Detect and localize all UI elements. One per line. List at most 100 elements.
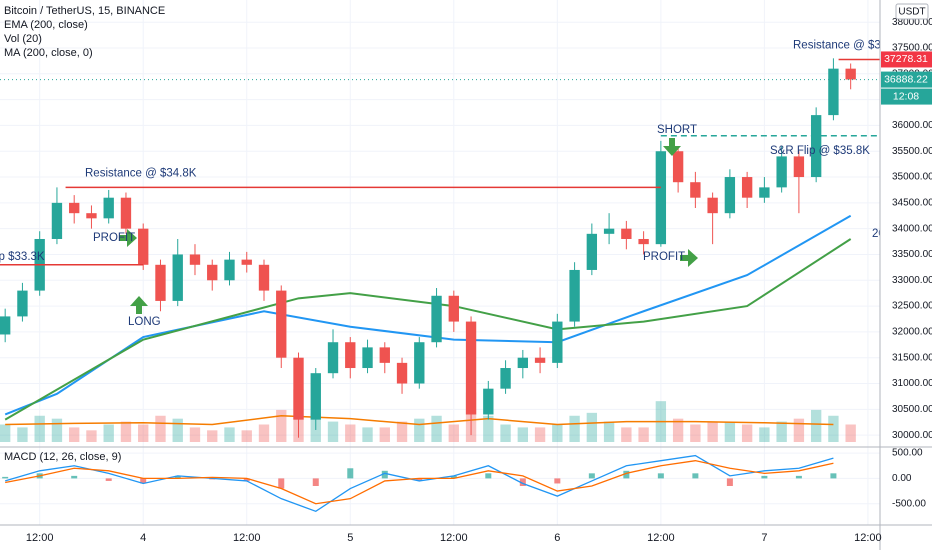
volume-bar <box>828 415 839 442</box>
candle-body <box>362 347 373 369</box>
candle-body <box>603 228 615 234</box>
volume-bar <box>672 418 684 442</box>
volume-bar <box>120 421 132 442</box>
candle-body <box>276 290 287 358</box>
candle-body <box>741 177 753 198</box>
y-tick-label: 37500.00 <box>892 43 932 54</box>
candle-body <box>138 228 149 265</box>
macd-histogram-bar <box>692 473 699 479</box>
y-tick-label: 38000.00 <box>892 17 932 28</box>
x-tick-label: 12:00 <box>233 532 261 544</box>
signal-label: LONG <box>128 316 161 328</box>
candle-body <box>103 197 114 219</box>
candle-body <box>431 295 442 343</box>
x-tick-label: 12:00 <box>647 532 675 544</box>
candle-body <box>241 259 252 265</box>
indicator-label: EMA (200, close) <box>4 19 88 31</box>
y-tick-label: 32500.00 <box>892 301 932 312</box>
volume-bar <box>776 421 787 442</box>
macd-histogram-bar <box>71 475 78 479</box>
candle-body <box>414 342 425 384</box>
candle-body <box>690 182 701 198</box>
candle-body <box>448 295 459 322</box>
volume-bar <box>690 424 701 442</box>
x-tick-label: 6 <box>554 532 560 544</box>
candle-body <box>534 357 546 363</box>
volume-bar <box>51 418 63 442</box>
axes: 12:00 4 12:00 5 12:00 6 12:00 7 12:00 30000.00 305… <box>26 17 932 544</box>
candle-body <box>69 202 80 214</box>
volume-bar <box>845 424 856 442</box>
y-tick-label: 0.00 <box>892 473 912 484</box>
volume-bar <box>500 424 511 442</box>
candle-body <box>224 259 235 281</box>
volume-bar <box>207 430 218 442</box>
volume-bar <box>362 427 373 442</box>
volume-bar <box>0 424 11 442</box>
macd-line <box>4 454 834 513</box>
level-label: ip $33.3K <box>0 251 45 263</box>
macd-histogram-bar <box>347 468 354 479</box>
macd-histogram-bar <box>657 473 664 479</box>
signal-label: PROFIT <box>643 251 685 263</box>
y-tick-label: 34000.00 <box>892 223 932 234</box>
candle-body <box>569 269 580 322</box>
candle-body <box>845 68 856 80</box>
volume-bar <box>396 421 408 442</box>
candle-body <box>327 342 339 374</box>
currency: USDT <box>898 7 925 18</box>
macd-histogram-bar <box>312 478 319 486</box>
y-tick-label: 33000.00 <box>892 275 932 286</box>
macd-line <box>5 460 834 505</box>
price-label: 37278.31 <box>884 53 928 65</box>
x-tick-label: 7 <box>761 532 767 544</box>
candle-body <box>172 254 183 301</box>
countdown: 12:08 <box>893 90 919 102</box>
volume-bar <box>793 418 805 442</box>
candle-body <box>810 115 822 178</box>
currency-box <box>895 3 929 20</box>
candle-body <box>345 342 356 369</box>
countdown-box <box>881 88 932 105</box>
candle-body <box>586 233 598 270</box>
macd-histogram-bar <box>243 478 250 481</box>
y-tick-label: 36000.00 <box>892 120 932 131</box>
macd-histogram-bar <box>830 473 837 479</box>
candle-body <box>655 151 667 245</box>
candle-body <box>0 316 11 335</box>
candle-body <box>500 368 511 389</box>
volume-bar <box>483 415 494 442</box>
volume-bar <box>638 427 649 442</box>
macd-histogram-bar <box>726 478 733 486</box>
volume-bar <box>241 430 252 442</box>
volume-bar <box>345 424 356 442</box>
signal-arrow <box>663 138 681 156</box>
candle-body <box>207 264 218 281</box>
level-label: Resistance @ $37.3K <box>793 39 905 51</box>
y-tick-label: 34500.00 <box>892 197 932 208</box>
volume-bar <box>276 409 287 442</box>
candle-body <box>707 197 718 214</box>
macd-histogram-bar <box>140 478 147 484</box>
volume-bar <box>603 421 615 442</box>
y-tick-label: 31500.00 <box>892 352 932 363</box>
signal-label: PROFIT <box>93 232 135 244</box>
candle-body <box>552 321 563 363</box>
volume-bar <box>86 430 97 442</box>
volume-bar <box>138 424 149 442</box>
level-label: S&R Flip @ $35.8K <box>770 145 870 157</box>
volume-bar <box>448 424 459 442</box>
macd-histogram-bar <box>588 473 595 479</box>
candle-body <box>465 321 477 415</box>
signal-label: SHORT <box>657 124 697 136</box>
signal-arrow <box>119 229 137 247</box>
candle-body <box>483 388 494 415</box>
y-tick-label: 35500.00 <box>892 146 932 157</box>
y-tick-label: 500.00 <box>892 448 923 459</box>
macd-histogram-bar <box>761 475 768 479</box>
x-tick-label: 12:00 <box>854 532 882 544</box>
candle-body <box>120 197 132 229</box>
x-tick-label: 5 <box>347 532 353 544</box>
signal-arrow <box>130 296 148 314</box>
time-axis-bg <box>0 525 932 550</box>
